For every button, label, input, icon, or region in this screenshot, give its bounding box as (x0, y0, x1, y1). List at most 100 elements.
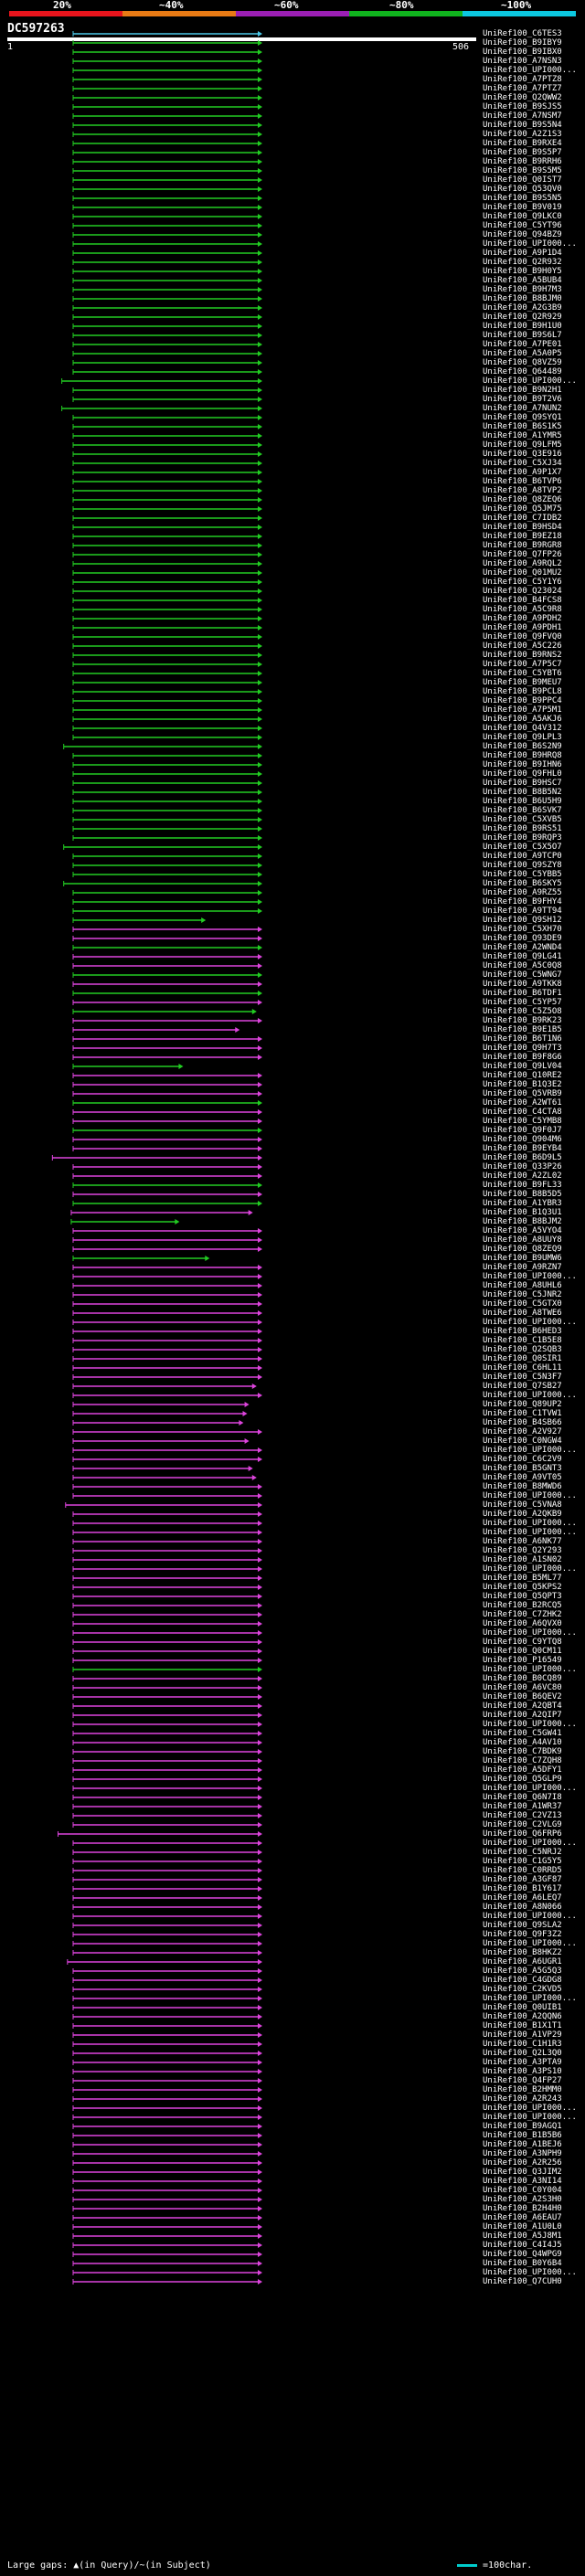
hit-row[interactable] (72, 579, 262, 585)
hit-id-link[interactable]: UniRef100_B9HSC7 (483, 779, 562, 788)
hit-id-link[interactable]: UniRef100_B9RS51 (483, 824, 562, 833)
hit-row[interactable] (72, 269, 262, 274)
hit-row[interactable] (72, 2242, 262, 2248)
hit-id-link[interactable]: UniRef100_C5XH70 (483, 925, 562, 934)
hit-row[interactable] (72, 2087, 262, 2093)
hit-row[interactable] (72, 1521, 262, 1526)
hit-row[interactable] (72, 1621, 262, 1627)
hit-row[interactable] (67, 1959, 262, 1965)
hit-row[interactable] (72, 1265, 262, 1270)
hit-row[interactable] (72, 1118, 262, 1124)
hit-id-link[interactable]: UniRef100_A5A0P5 (483, 349, 562, 358)
hit-id-link[interactable]: UniRef100_UPI000... (483, 2104, 577, 2113)
hit-id-link[interactable]: UniRef100_B9RK23 (483, 1016, 562, 1025)
hit-id-link[interactable]: UniRef100_Q2QWW2 (483, 93, 562, 102)
hit-row[interactable] (63, 844, 262, 850)
hit-row[interactable] (72, 1347, 262, 1352)
hit-id-link[interactable]: UniRef100_Q9SZY8 (483, 861, 562, 870)
hit-id-link[interactable]: UniRef100_A6QVX0 (483, 1619, 562, 1628)
hit-row[interactable] (72, 1840, 262, 1846)
hit-row[interactable] (72, 1648, 262, 1654)
hit-id-link[interactable]: UniRef100_Q9FVQ0 (483, 632, 562, 641)
hit-id-link[interactable]: UniRef100_C4I4J5 (483, 2241, 562, 2250)
hit-row[interactable] (72, 1767, 262, 1773)
hit-row[interactable] (72, 2160, 262, 2166)
hit-row[interactable] (72, 1027, 240, 1033)
hit-row[interactable] (72, 49, 262, 55)
hit-row[interactable] (72, 104, 262, 110)
hit-row[interactable] (72, 680, 262, 685)
hit-row[interactable] (72, 305, 262, 311)
hit-id-link[interactable]: UniRef100_Q7CUH0 (483, 2277, 562, 2286)
hit-id-link[interactable]: UniRef100_A7NSN3 (483, 57, 562, 66)
hit-id-link[interactable]: UniRef100_Q64489 (483, 367, 562, 376)
hit-row[interactable] (72, 991, 262, 996)
hit-id-link[interactable]: UniRef100_A1WR37 (483, 1802, 562, 1811)
hit-row[interactable] (72, 2051, 262, 2056)
hit-id-link[interactable]: UniRef100_B9T2V6 (483, 395, 562, 404)
hit-row[interactable] (72, 2252, 262, 2257)
hit-id-link[interactable]: UniRef100_B4SB66 (483, 1418, 562, 1427)
hit-id-link[interactable]: UniRef100_B6T1N6 (483, 1034, 562, 1044)
hit-row[interactable] (72, 1722, 262, 1727)
hit-id-link[interactable]: UniRef100_B8B5N2 (483, 788, 562, 797)
hit-id-link[interactable]: UniRef100_A9PDH2 (483, 614, 562, 623)
hit-row[interactable] (72, 808, 262, 813)
hit-id-link[interactable]: UniRef100_UPI000... (483, 1446, 577, 1455)
hit-row[interactable] (72, 872, 262, 877)
hit-row[interactable] (72, 570, 262, 576)
hit-id-link[interactable]: UniRef100_C7ZQH8 (483, 1756, 562, 1765)
hit-id-link[interactable]: UniRef100_B1Y617 (483, 1884, 562, 1893)
hit-row[interactable] (72, 588, 262, 594)
hit-id-link[interactable]: UniRef100_B6S2N9 (483, 742, 562, 751)
hit-id-link[interactable]: UniRef100_B2RCQ5 (483, 1601, 562, 1610)
hit-id-link[interactable]: UniRef100_A5G5Q3 (483, 1966, 562, 1976)
hit-id-link[interactable]: UniRef100_A6NK77 (483, 1537, 562, 1546)
hit-id-link[interactable]: UniRef100_Q9FHL0 (483, 769, 562, 779)
hit-row[interactable] (72, 1228, 262, 1234)
hit-row[interactable] (72, 945, 262, 950)
hit-row[interactable] (72, 972, 262, 978)
hit-row[interactable] (72, 1913, 262, 1919)
hit-row[interactable] (61, 406, 262, 411)
hit-row[interactable] (72, 963, 262, 969)
hit-row[interactable] (72, 1036, 262, 1042)
hit-id-link[interactable]: UniRef100_B9UMW6 (483, 1254, 562, 1263)
hit-row[interactable] (72, 534, 262, 539)
hit-id-link[interactable]: UniRef100_Q3JIM2 (483, 2168, 562, 2177)
hit-row[interactable] (72, 753, 262, 758)
hit-id-link[interactable]: UniRef100_Q4WPG9 (483, 2250, 562, 2259)
hit-id-link[interactable]: UniRef100_A8UUY8 (483, 1235, 562, 1245)
hit-row[interactable] (72, 671, 262, 676)
hit-id-link[interactable]: UniRef100_A9RZ55 (483, 888, 562, 897)
hit-id-link[interactable]: UniRef100_A9P1X7 (483, 468, 562, 477)
hit-id-link[interactable]: UniRef100_Q01MU2 (483, 568, 562, 578)
hit-row[interactable] (72, 1466, 253, 1471)
hit-row[interactable] (72, 2142, 262, 2147)
hit-id-link[interactable]: UniRef100_Q5JM75 (483, 504, 562, 514)
hit-id-link[interactable]: UniRef100_UPI000... (483, 1939, 577, 1948)
hit-id-link[interactable]: UniRef100_B9FL33 (483, 1181, 562, 1190)
hit-row[interactable] (72, 113, 262, 119)
hit-row[interactable] (72, 525, 262, 530)
hit-row[interactable] (72, 351, 262, 356)
hit-id-link[interactable]: UniRef100_Q8VZ59 (483, 358, 562, 367)
hit-id-link[interactable]: UniRef100_A5C226 (483, 641, 562, 651)
hit-id-link[interactable]: UniRef100_B6S1K5 (483, 422, 562, 431)
hit-id-link[interactable]: UniRef100_UPI000... (483, 1994, 577, 2003)
hit-id-link[interactable]: UniRef100_Q53QV0 (483, 185, 562, 194)
hit-id-link[interactable]: UniRef100_A9TCP0 (483, 852, 562, 861)
hit-id-link[interactable]: UniRef100_B9S5N4 (483, 121, 562, 130)
hit-row[interactable] (72, 643, 262, 649)
hit-id-link[interactable]: UniRef100_C1H1R3 (483, 2040, 562, 2049)
hit-id-link[interactable]: UniRef100_C2VZ13 (483, 1811, 562, 1820)
hit-id-link[interactable]: UniRef100_B8BJM2 (483, 1217, 562, 1226)
hit-row[interactable] (72, 2233, 262, 2239)
hit-row[interactable] (72, 726, 262, 731)
hit-row[interactable] (72, 122, 262, 128)
hit-id-link[interactable]: UniRef100_C5GTX0 (483, 1299, 562, 1309)
hit-id-link[interactable]: UniRef100_B6HED3 (483, 1327, 562, 1336)
hit-row[interactable] (72, 1018, 262, 1023)
hit-id-link[interactable]: UniRef100_B9IBY9 (483, 38, 562, 48)
hit-id-link[interactable]: UniRef100_Q23024 (483, 587, 562, 596)
